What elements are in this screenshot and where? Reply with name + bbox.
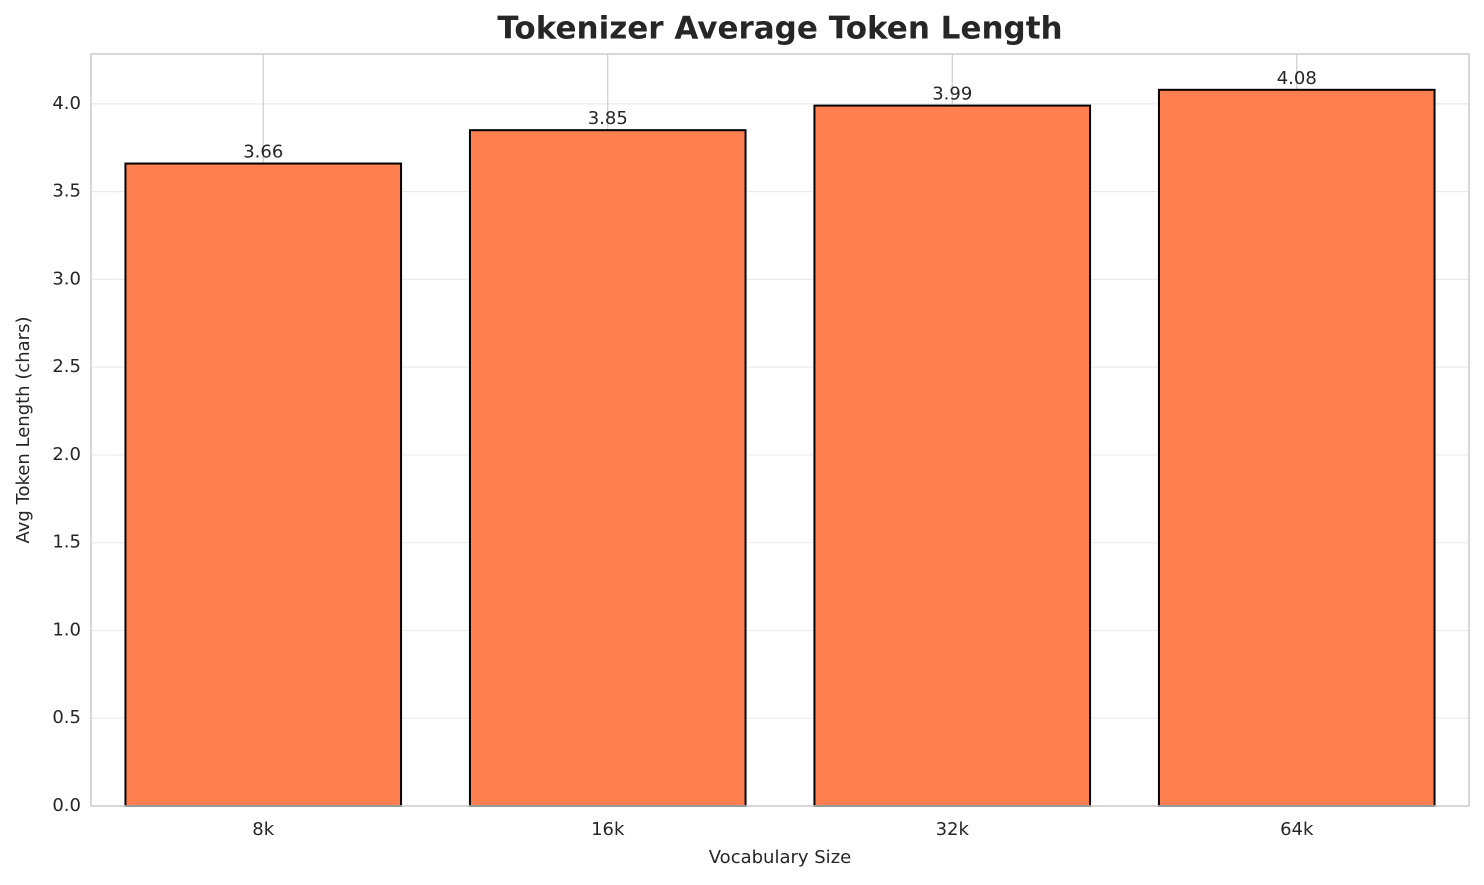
x-tick-label: 16k	[591, 819, 625, 840]
bar	[813, 104, 1092, 807]
x-tick-label: 64k	[1280, 819, 1314, 840]
value-label: 3.85	[588, 108, 628, 129]
plot-frame	[90, 53, 1470, 807]
bar	[468, 129, 747, 808]
y-tick-label: 3.0	[52, 268, 81, 289]
chart-title: Tokenizer Average Token Length	[497, 11, 1062, 47]
value-label: 3.66	[243, 142, 283, 163]
bar	[1157, 88, 1436, 808]
y-axis-label: Avg Token Length (chars)	[13, 317, 34, 544]
x-tick-label: 8k	[252, 819, 274, 840]
y-tick-label: 2.5	[52, 356, 81, 377]
y-tick-label: 4.0	[52, 93, 81, 114]
y-tick-label: 0.5	[52, 707, 81, 728]
y-tick-label: 0.0	[52, 795, 81, 816]
value-label: 4.08	[1277, 68, 1317, 89]
y-tick-label: 1.0	[52, 619, 81, 640]
y-tick-label: 2.0	[52, 444, 81, 465]
x-axis-label: Vocabulary Size	[709, 847, 851, 868]
y-tick-label: 1.5	[52, 532, 81, 553]
y-tick-label: 3.5	[52, 181, 81, 202]
x-tick-label: 32k	[936, 819, 970, 840]
value-label: 3.99	[932, 84, 972, 105]
bar	[124, 162, 403, 807]
